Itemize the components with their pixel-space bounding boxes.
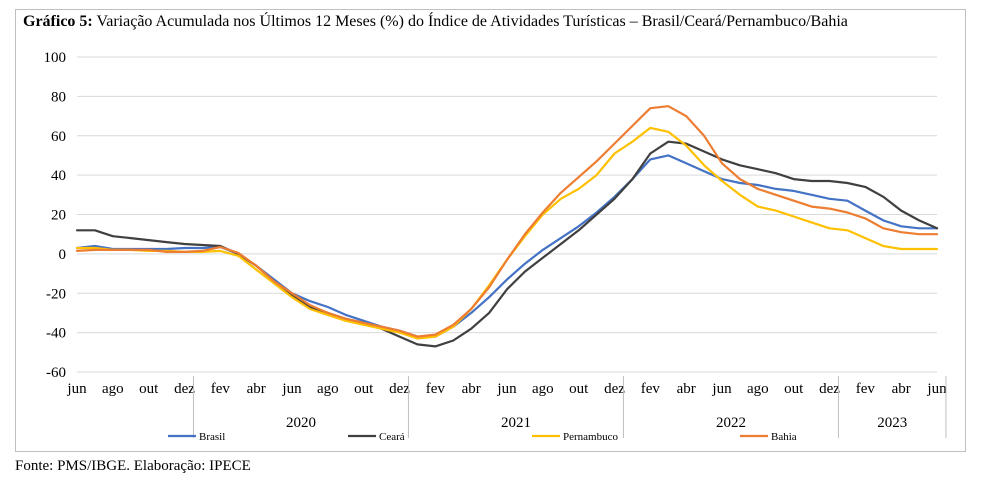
x-year-label: 2020 bbox=[286, 415, 316, 431]
x-tick-label: ago bbox=[747, 381, 769, 397]
y-tick-label: 0 bbox=[59, 247, 67, 263]
x-axis: jun ago out dez fev abr jun ago out dez fev abr jun a… bbox=[66, 376, 947, 438]
series-line bbox=[75, 105, 939, 338]
chart-title-text: Variação Acumulada nos Últimos 12 Meses … bbox=[92, 13, 848, 30]
y-tick-label: -20 bbox=[46, 286, 66, 302]
y-tick-label: 60 bbox=[51, 129, 66, 145]
x-tick-label: out bbox=[354, 381, 374, 397]
x-tick-label: jun bbox=[66, 381, 87, 397]
x-tick-label: out bbox=[784, 381, 804, 397]
x-year-label: 2021 bbox=[501, 415, 531, 431]
legend-label: Ceará bbox=[379, 431, 405, 443]
y-tick-label: 100 bbox=[44, 50, 67, 66]
y-tick-label: -60 bbox=[46, 365, 66, 381]
x-year-label: 2023 bbox=[877, 415, 907, 431]
x-tick-label: fev bbox=[856, 381, 876, 397]
chart-frame bbox=[15, 9, 966, 452]
x-tick-label: abr bbox=[247, 381, 266, 397]
y-tick-label: 20 bbox=[51, 208, 66, 224]
y-tick-label: 40 bbox=[51, 168, 66, 184]
x-year-label: 2022 bbox=[716, 415, 746, 431]
legend-label: Bahia bbox=[771, 431, 797, 443]
legend: Brasil Ceará Pernambuco Bahia bbox=[168, 431, 797, 443]
y-tick-label: 80 bbox=[51, 89, 66, 105]
y-tick-label: -40 bbox=[46, 326, 66, 342]
x-tick-label: jun bbox=[281, 381, 302, 397]
series-line bbox=[75, 140, 939, 348]
x-tick-label: jun bbox=[711, 381, 732, 397]
x-tick-label: ago bbox=[317, 381, 339, 397]
x-tick-label: dez bbox=[174, 381, 195, 397]
y-axis-tick-labels: 100 80 60 40 20 0 -20 -40 -60 bbox=[44, 50, 67, 381]
x-tick-label: out bbox=[569, 381, 589, 397]
chart-title-prefix: Gráfico 5: bbox=[23, 13, 93, 30]
x-tick-label: dez bbox=[389, 381, 410, 397]
legend-label: Pernambuco bbox=[563, 431, 618, 443]
series-lines bbox=[75, 105, 939, 348]
x-tick-label: fev bbox=[211, 381, 231, 397]
x-tick-label: abr bbox=[677, 381, 696, 397]
x-tick-label: dez bbox=[819, 381, 840, 397]
source-note: Fonte: PMS/IBGE. Elaboração: IPECE bbox=[15, 458, 251, 474]
gridlines bbox=[77, 56, 937, 373]
chart-title: Gráfico 5: Variação Acumulada nos Último… bbox=[23, 13, 848, 31]
x-tick-label: jun bbox=[926, 381, 947, 397]
legend-label: Brasil bbox=[199, 431, 225, 443]
x-tick-label: ago bbox=[532, 381, 554, 397]
x-tick-label: jun bbox=[496, 381, 517, 397]
x-tick-label: out bbox=[139, 381, 159, 397]
x-tick-label: ago bbox=[102, 381, 124, 397]
series-line bbox=[75, 126, 939, 340]
x-tick-label: abr bbox=[892, 381, 911, 397]
x-tick-label: dez bbox=[604, 381, 625, 397]
x-tick-label: fev bbox=[641, 381, 661, 397]
x-tick-label: fev bbox=[426, 381, 446, 397]
x-tick-label: abr bbox=[462, 381, 481, 397]
